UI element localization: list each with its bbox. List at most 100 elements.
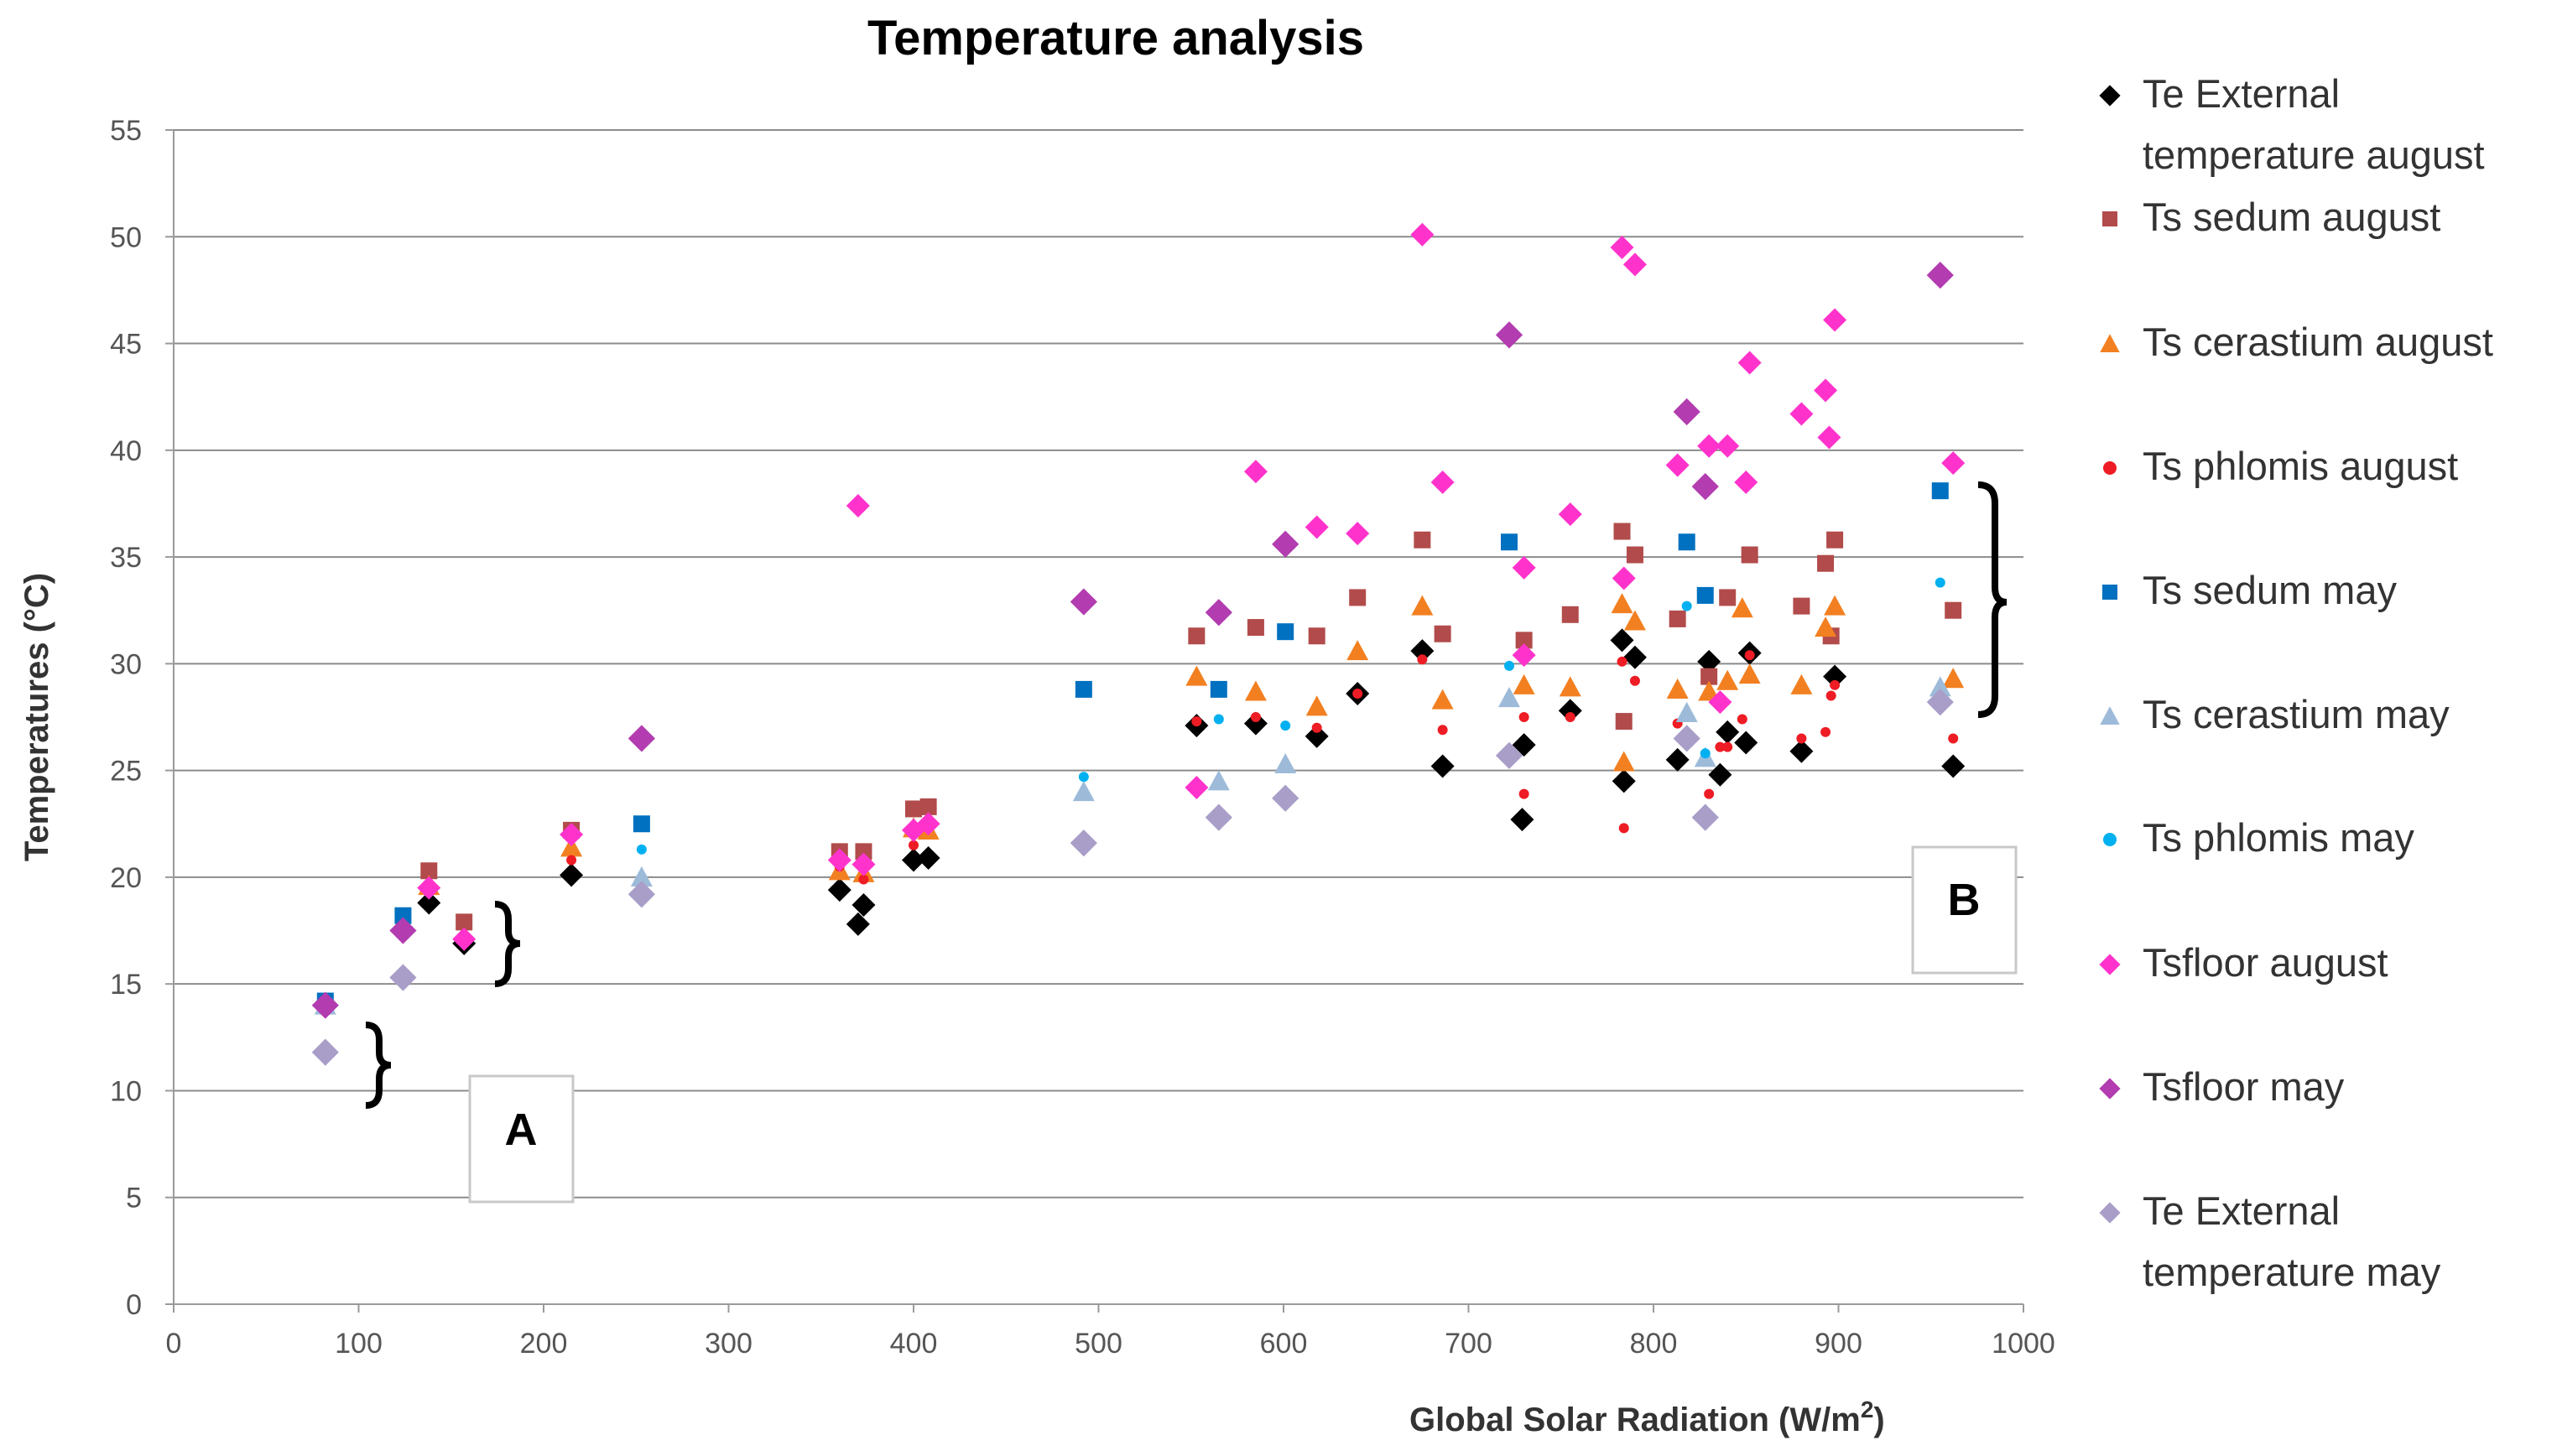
brace-b bbox=[1977, 481, 2008, 718]
x-tick-label: 900 bbox=[1815, 1328, 1862, 1360]
data-point bbox=[1410, 639, 1435, 663]
data-point bbox=[417, 876, 441, 900]
data-point bbox=[905, 800, 922, 818]
data-point bbox=[1612, 751, 1635, 772]
data-point bbox=[1346, 640, 1369, 661]
data-point bbox=[1665, 747, 1690, 772]
data-point bbox=[1719, 589, 1737, 606]
data-point bbox=[389, 964, 417, 991]
annotation-box-b bbox=[1911, 845, 2018, 975]
data-point bbox=[1431, 689, 1454, 710]
legend-item: Ts phlomis august bbox=[2103, 444, 2458, 488]
data-point bbox=[417, 891, 441, 915]
data-point bbox=[1070, 588, 1097, 616]
data-point bbox=[1942, 668, 1965, 689]
data-point bbox=[1411, 595, 1434, 616]
data-point bbox=[1244, 680, 1267, 701]
data-point bbox=[1512, 643, 1536, 668]
y-tick-label: 10 bbox=[110, 1075, 142, 1107]
data-point bbox=[1666, 678, 1689, 699]
data-point bbox=[919, 798, 937, 815]
data-point bbox=[827, 848, 851, 872]
data-point bbox=[560, 836, 583, 857]
legend-item: Ts sedum august bbox=[2102, 195, 2440, 239]
data-point bbox=[1623, 610, 1646, 631]
data-point bbox=[560, 863, 584, 887]
data-point bbox=[1518, 712, 1529, 722]
data-point bbox=[1618, 823, 1629, 834]
data-point bbox=[1311, 722, 1322, 733]
data-point bbox=[1823, 664, 1847, 689]
data-point bbox=[1931, 482, 1949, 500]
legend-marker bbox=[2099, 1078, 2121, 1100]
data-point bbox=[1697, 434, 1721, 458]
data-point bbox=[1277, 623, 1294, 641]
data-point bbox=[1708, 762, 1732, 787]
data-point bbox=[1495, 741, 1523, 769]
data-point bbox=[1737, 714, 1747, 725]
legend-label: Ts phlomis august bbox=[2143, 444, 2458, 488]
data-point bbox=[1512, 733, 1536, 757]
y-tick-label: 25 bbox=[110, 756, 142, 788]
data-point bbox=[1681, 601, 1692, 611]
data-point bbox=[1820, 726, 1831, 737]
data-point bbox=[1700, 668, 1718, 685]
data-point bbox=[560, 823, 584, 846]
legend-label: Ts sedum august bbox=[2143, 195, 2440, 239]
data-point bbox=[1675, 701, 1698, 722]
data-point bbox=[1613, 523, 1631, 540]
data-point bbox=[1305, 515, 1329, 539]
data-point bbox=[1210, 680, 1227, 698]
data-point bbox=[1430, 754, 1455, 778]
series-1 bbox=[420, 523, 1962, 931]
series-4 bbox=[316, 482, 1949, 1010]
data-point bbox=[1790, 673, 1813, 694]
data-point bbox=[1622, 645, 1647, 669]
data-point bbox=[1504, 660, 1515, 671]
y-tick-labels: 0 5 10 15 20 25 30 35 40 45 50 55 bbox=[110, 115, 142, 1321]
data-point bbox=[1824, 595, 1846, 616]
data-point bbox=[916, 846, 940, 870]
annotation-label-a: A bbox=[505, 1105, 538, 1155]
data-point bbox=[1205, 803, 1232, 831]
legend-marker bbox=[2102, 211, 2117, 226]
legend-item: Te External temperature may bbox=[2099, 1188, 2441, 1294]
data-point bbox=[1207, 770, 1230, 791]
data-point bbox=[1716, 669, 1739, 690]
y-tick-label: 50 bbox=[110, 221, 142, 253]
data-point bbox=[1437, 725, 1448, 736]
legend-item: Ts phlomis may bbox=[2103, 815, 2414, 860]
y-tick-label: 0 bbox=[126, 1289, 142, 1321]
data-point bbox=[1352, 689, 1363, 699]
data-point bbox=[389, 917, 417, 944]
x-tick-label: 1000 bbox=[1992, 1328, 2055, 1360]
x-tick-label: 0 bbox=[166, 1328, 182, 1360]
data-point bbox=[1612, 769, 1636, 793]
data-point bbox=[1518, 788, 1529, 799]
x-axis-title: Global Solar Radiation (W/m2) bbox=[1409, 1396, 1885, 1438]
data-point bbox=[1673, 398, 1700, 426]
data-point bbox=[456, 913, 473, 931]
brace-a-upper bbox=[494, 901, 521, 987]
data-point bbox=[1611, 593, 1633, 614]
legend-marker bbox=[2100, 706, 2120, 725]
data-point bbox=[1434, 625, 1451, 642]
data-point bbox=[902, 848, 925, 872]
data-point bbox=[827, 878, 851, 902]
data-point bbox=[909, 840, 919, 850]
data-point bbox=[1191, 716, 1202, 727]
legend-label: Ts sedum may bbox=[2143, 568, 2397, 612]
data-point bbox=[1243, 460, 1268, 484]
data-point bbox=[1612, 566, 1636, 590]
legend-item: Te External temperature august bbox=[2099, 71, 2485, 177]
data-point bbox=[1941, 451, 1966, 476]
x-axis-title-main: Global Solar Radiation (W/m bbox=[1409, 1401, 1861, 1438]
data-point bbox=[1814, 378, 1838, 403]
data-point bbox=[1704, 788, 1715, 799]
data-point bbox=[633, 815, 650, 833]
data-point bbox=[1716, 720, 1740, 744]
legend-label: temperature may bbox=[2143, 1250, 2441, 1294]
y-axis-title: Temperatures (°C) bbox=[18, 573, 55, 861]
x-axis-title-suffix: ) bbox=[1873, 1401, 1884, 1438]
